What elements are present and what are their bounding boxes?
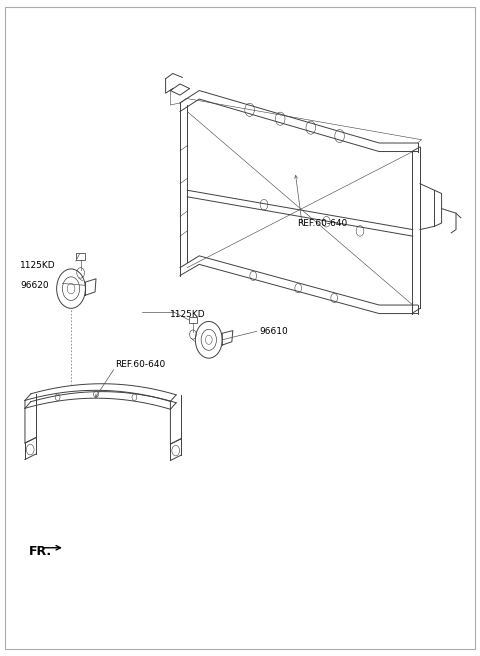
Bar [76,253,85,260]
Text: REF.60-640: REF.60-640 [115,359,166,369]
Text: 96610: 96610 [259,327,288,336]
Text: 96620: 96620 [20,281,49,290]
Text: 1125KD: 1125KD [170,310,206,319]
Text: REF.60-640: REF.60-640 [298,218,348,228]
Text: 1125KD: 1125KD [20,261,56,270]
Text: FR.: FR. [29,544,52,558]
Bar [189,317,197,323]
